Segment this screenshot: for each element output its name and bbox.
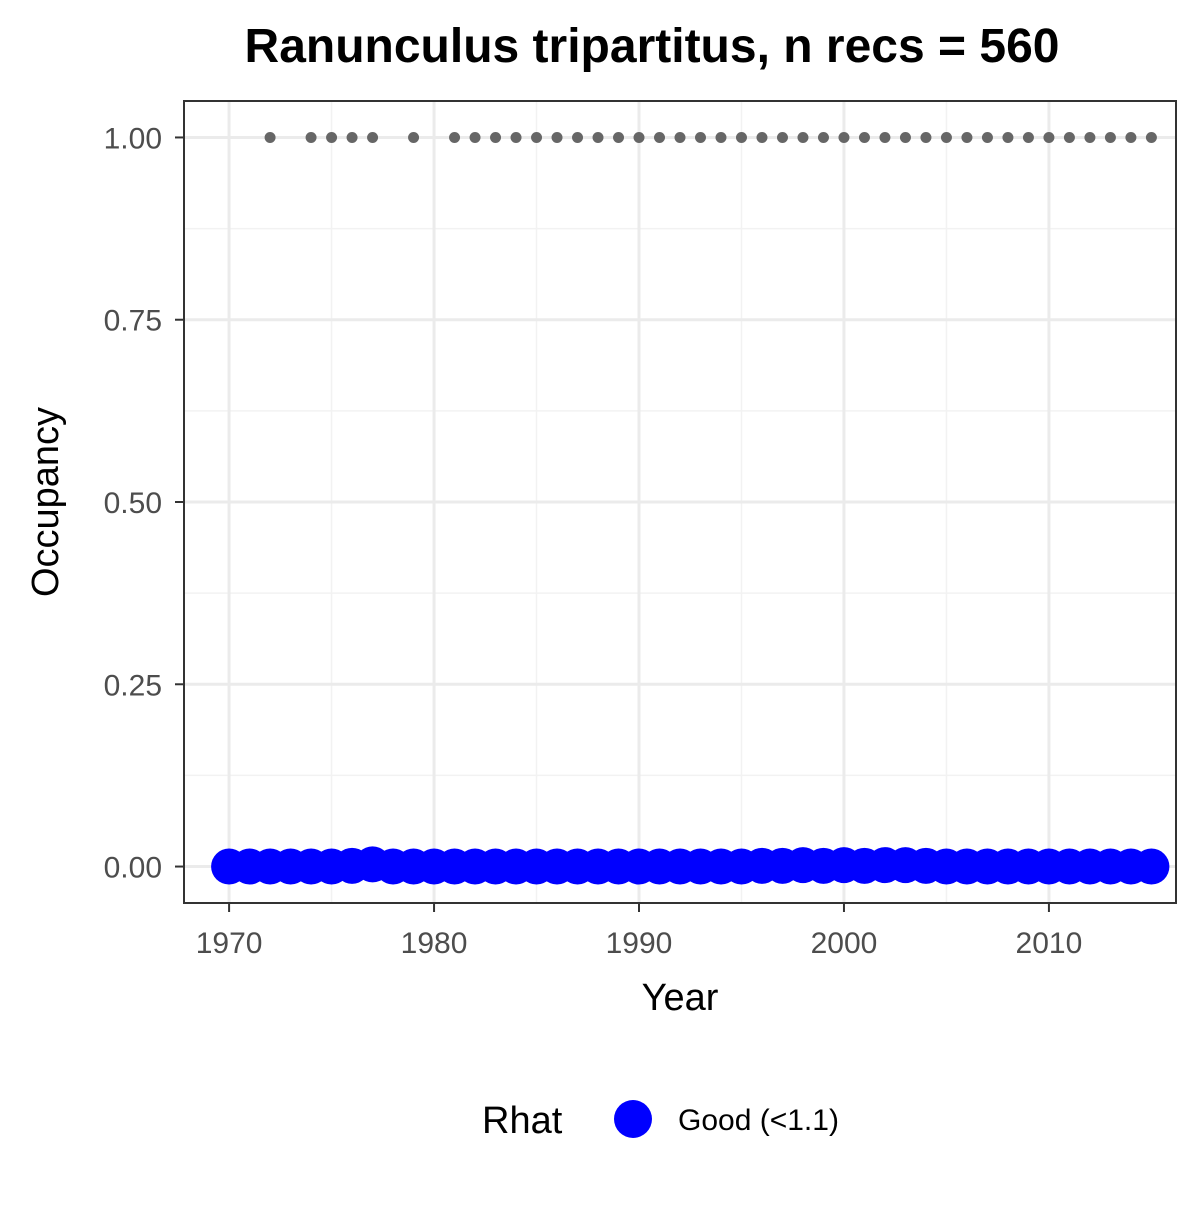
observed-record-point — [510, 131, 522, 143]
observed-record-point — [1043, 131, 1055, 143]
x-tick-label: 1990 — [606, 927, 673, 960]
chart-title: Ranunculus tripartitus, n recs = 560 — [245, 20, 1060, 73]
y-axis-title: Occupancy — [25, 407, 67, 597]
y-tick-label: 1.00 — [104, 122, 162, 155]
observed-record-point — [1145, 131, 1157, 143]
observed-record-point — [551, 131, 563, 143]
observed-record-point — [1104, 131, 1116, 143]
observed-record-point — [735, 131, 747, 143]
observed-record-point — [490, 131, 502, 143]
observed-record-point — [817, 131, 829, 143]
x-axis-title: Year — [642, 977, 719, 1019]
observed-record-point — [531, 131, 543, 143]
observed-record-point — [797, 131, 809, 143]
x-tick-label: 1970 — [196, 927, 263, 960]
axes: 1970 1980 1990 2000 2010 0.00 0.25 0.50 0.75 1.00 — [104, 122, 1083, 960]
data-points — [211, 131, 1170, 885]
legend-title: Rhat — [482, 1100, 563, 1142]
observed-record-point — [572, 131, 584, 143]
legend-label-good: Good (<1.1) — [678, 1104, 839, 1137]
x-tick-label: 2000 — [811, 927, 878, 960]
observed-record-point — [694, 131, 706, 143]
observed-record-point — [633, 131, 645, 143]
observed-record-point — [469, 131, 481, 143]
y-tick-label: 0.50 — [104, 487, 162, 520]
observed-record-point — [715, 131, 727, 143]
observed-record-point — [305, 131, 317, 143]
observed-record-point — [776, 131, 788, 143]
grid-lines — [184, 101, 1176, 903]
x-tick-label: 2010 — [1016, 927, 1083, 960]
observed-record-point — [613, 131, 625, 143]
legend: Rhat Good (<1.1) — [482, 1100, 839, 1142]
y-tick-label: 0.25 — [104, 669, 162, 702]
y-tick-label: 0.75 — [104, 305, 162, 338]
observed-record-point — [1125, 131, 1137, 143]
observed-record-point — [838, 131, 850, 143]
observed-record-point — [346, 131, 358, 143]
observed-record-point — [408, 131, 420, 143]
observed-record-point — [449, 131, 461, 143]
observed-record-point — [674, 131, 686, 143]
observed-record-point — [940, 131, 952, 143]
y-tick-label: 0.00 — [104, 852, 162, 885]
observed-record-point — [592, 131, 604, 143]
legend-key-good — [614, 1100, 652, 1138]
observed-record-point — [1063, 131, 1075, 143]
observed-record-point — [1002, 131, 1014, 143]
observed-record-point — [961, 131, 973, 143]
observed-record-point — [899, 131, 911, 143]
observed-record-point — [879, 131, 891, 143]
observed-record-point — [756, 131, 768, 143]
observed-record-point — [264, 131, 276, 143]
x-tick-label: 1980 — [401, 927, 468, 960]
observed-record-point — [920, 131, 932, 143]
observed-record-point — [858, 131, 870, 143]
observed-record-point — [981, 131, 993, 143]
occupancy-point — [1133, 848, 1170, 885]
observed-record-point — [1084, 131, 1096, 143]
observed-record-point — [654, 131, 666, 143]
observed-record-point — [367, 131, 379, 143]
observed-record-point — [326, 131, 338, 143]
observed-record-point — [1022, 131, 1034, 143]
